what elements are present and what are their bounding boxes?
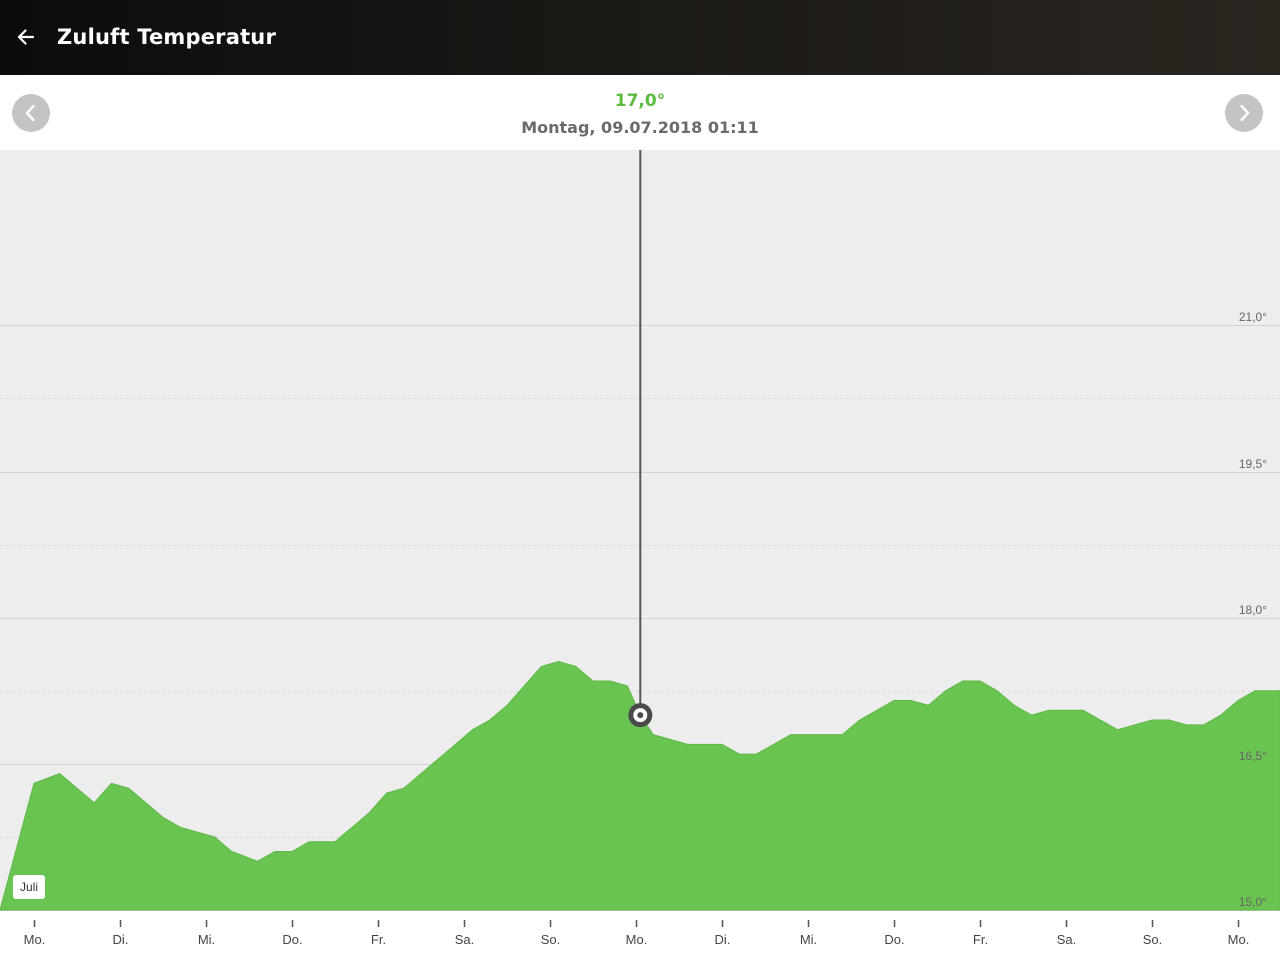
x-tick-label: Sa.: [455, 932, 475, 947]
chevron-left-icon: [25, 104, 35, 122]
x-tick-label: Di.: [715, 932, 731, 947]
y-tick-label: 21,0°: [1239, 310, 1267, 324]
x-tick-label: Mo.: [626, 932, 648, 947]
back-button[interactable]: [10, 20, 42, 54]
y-tick-label: 15,0°: [1239, 895, 1267, 909]
y-tick-label: 19,5°: [1239, 457, 1267, 471]
x-tick-label: Di.: [113, 932, 129, 947]
chevron-right-icon: [1240, 104, 1250, 122]
page-title: Zuluft Temperatur: [57, 25, 277, 49]
app-bar: Zuluft Temperatur: [0, 0, 1280, 75]
next-period-button[interactable]: [1225, 94, 1263, 132]
arrow-left-icon: [17, 29, 35, 45]
x-tick-label: Mo.: [24, 932, 46, 947]
selected-value: 17,0°: [614, 91, 666, 111]
x-tick-label: Mo.: [1228, 932, 1250, 947]
area-fill: [0, 660, 1280, 911]
x-tick-label: So.: [1143, 932, 1163, 947]
value-header: 17,0° Montag, 09.07.2018 01:11: [0, 75, 1280, 150]
y-axis-labels: 15,0° 16,5° 18,0° 19,5° 21,0°: [1239, 310, 1267, 909]
selected-datetime: Montag, 09.07.2018 01:11: [521, 118, 759, 137]
x-tick-label: Sa.: [1057, 932, 1077, 947]
area-series: [0, 660, 1280, 911]
previous-period-button[interactable]: [12, 94, 50, 132]
y-tick-label: 16,5°: [1239, 749, 1267, 763]
x-tick-label: Do.: [282, 932, 302, 947]
x-axis: Mo. Di. Mi. Do. Fr. Sa. So. Mo. Di. Mi. Do. Fr. Sa. S…: [24, 920, 1250, 947]
x-tick-label: Mi.: [198, 932, 215, 947]
x-tick-label: Fr.: [973, 932, 988, 947]
x-axis-area: [0, 910, 1280, 960]
x-tick-label: Mi.: [800, 932, 817, 947]
month-badge: Juli: [13, 875, 46, 899]
cursor[interactable]: [628, 150, 653, 728]
x-tick-label: So.: [541, 932, 561, 947]
cursor-marker-dot: [637, 712, 644, 719]
y-tick-label: 18,0°: [1239, 603, 1267, 617]
x-tick-label: Fr.: [371, 932, 386, 947]
x-tick-label: Do.: [884, 932, 904, 947]
